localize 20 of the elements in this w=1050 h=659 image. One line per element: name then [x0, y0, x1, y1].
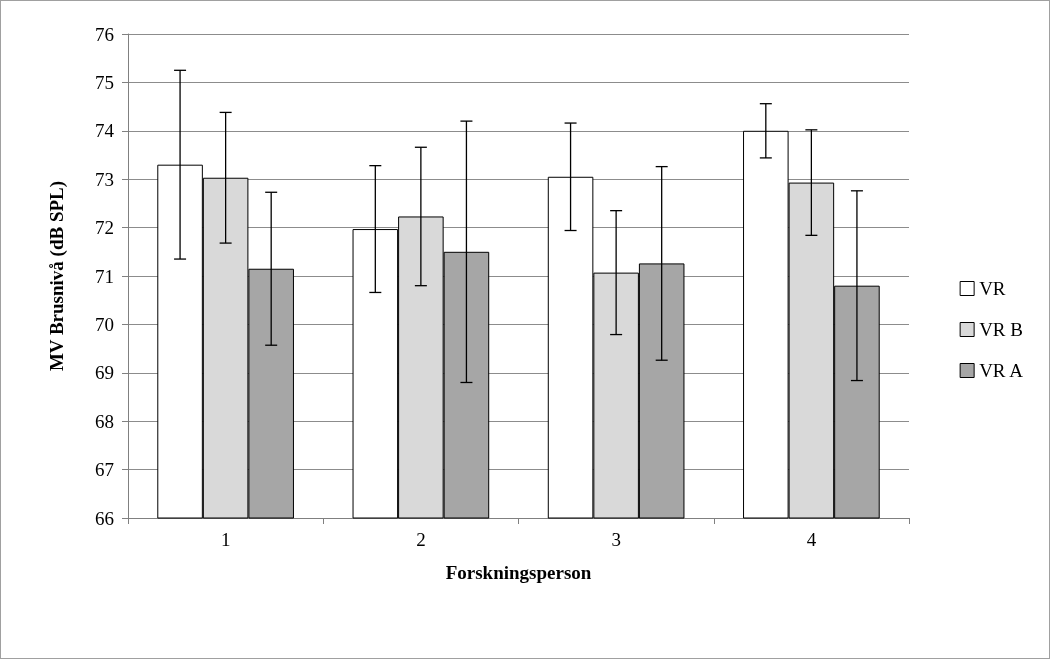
y-axis-title: MV Brusnivå (dB SPL)	[46, 180, 68, 372]
y-tick-label: 68	[95, 410, 114, 432]
x-tick-label: 4	[806, 529, 817, 550]
x-tick-label: 3	[611, 529, 621, 550]
legend-label: VR A	[979, 360, 1024, 381]
y-tick-label: 71	[95, 265, 114, 287]
y-tick-label: 74	[95, 120, 115, 142]
x-tick-label: 1	[220, 529, 231, 550]
y-tick-label: 73	[95, 168, 114, 190]
y-tick-label: 67	[95, 459, 114, 481]
x-tick-label: 2	[416, 529, 426, 550]
legend-label: VR B	[979, 319, 1023, 340]
y-tick-label: 72	[95, 217, 114, 239]
y-tick-label: 66	[95, 507, 114, 529]
legend-label: VR	[979, 278, 1006, 299]
x-axis-title: Forskningsperson	[445, 562, 592, 583]
y-tick-label: 70	[95, 313, 114, 335]
y-tick-label: 75	[95, 71, 114, 93]
y-tick-label: 76	[95, 23, 114, 45]
y-tick-label: 69	[95, 362, 114, 384]
